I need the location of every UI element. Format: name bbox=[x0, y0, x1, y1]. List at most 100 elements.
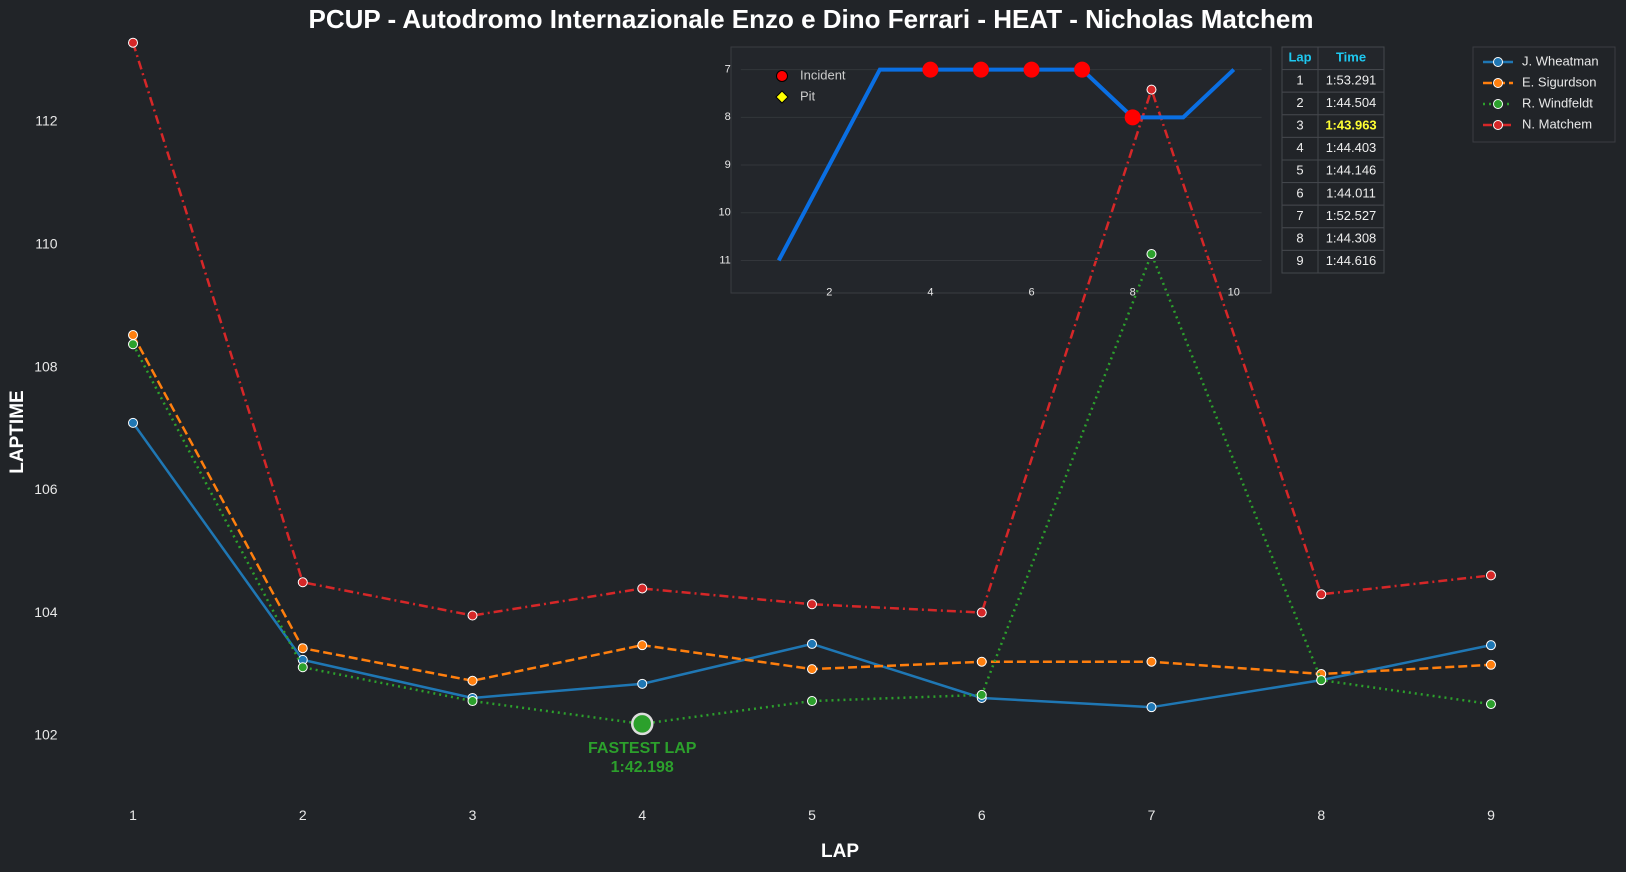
data-point bbox=[1146, 656, 1157, 667]
inset-frame bbox=[730, 46, 1272, 294]
x-tick-label: 1 bbox=[129, 807, 137, 823]
data-point bbox=[467, 696, 478, 707]
table-cell-text: 8 bbox=[1296, 231, 1303, 246]
x-tick-label: 8 bbox=[1130, 287, 1136, 299]
x-tick-label: 10 bbox=[1228, 287, 1240, 299]
data-point bbox=[806, 599, 817, 610]
data-point bbox=[1146, 702, 1157, 713]
data-point bbox=[1146, 84, 1157, 95]
table-cell-text: 6 bbox=[1296, 185, 1303, 200]
table-cell-text: 2 bbox=[1296, 95, 1303, 110]
data-point bbox=[637, 678, 648, 689]
data-point bbox=[806, 696, 817, 707]
legend-label: Incident bbox=[800, 67, 846, 82]
x-tick-label: 2 bbox=[299, 807, 307, 823]
incident-marker bbox=[1124, 109, 1141, 126]
table-cell-text: 1:43.963 bbox=[1325, 118, 1376, 133]
data-point bbox=[976, 656, 987, 667]
legend-marker bbox=[1493, 120, 1503, 130]
data-point bbox=[637, 640, 648, 651]
x-tick-label: 5 bbox=[808, 807, 816, 823]
table-cell-text: 3 bbox=[1296, 118, 1303, 133]
table-header: Lap bbox=[1288, 50, 1311, 65]
table-cell-text: 1:44.504 bbox=[1326, 95, 1377, 110]
data-point bbox=[1485, 640, 1496, 651]
table-cell-text: 1:52.527 bbox=[1326, 208, 1377, 223]
data-point bbox=[806, 638, 817, 649]
table-cell bbox=[1317, 249, 1385, 274]
series-line bbox=[131, 42, 1492, 617]
data-point bbox=[976, 607, 987, 618]
legend-marker bbox=[1493, 78, 1503, 88]
x-tick-label: 4 bbox=[638, 807, 646, 823]
y-tick-label: 106 bbox=[34, 481, 58, 497]
data-point bbox=[297, 577, 308, 588]
legend-label: R. Windfeldt bbox=[1522, 95, 1593, 110]
x-tick-label: 2 bbox=[826, 287, 832, 299]
table-cell-text: 9 bbox=[1296, 253, 1303, 268]
x-tick-label: 8 bbox=[1317, 807, 1325, 823]
incident-marker bbox=[1023, 61, 1040, 78]
y-tick-label: 104 bbox=[34, 604, 58, 620]
series-line bbox=[776, 67, 1236, 262]
y-tick-label: 110 bbox=[35, 235, 58, 251]
data-point bbox=[128, 417, 139, 428]
x-axis-label: LAP bbox=[821, 841, 859, 862]
legend-marker bbox=[775, 90, 789, 104]
y-tick-label: 112 bbox=[35, 113, 58, 129]
data-point bbox=[467, 610, 478, 621]
legend-label: E. Sigurdson bbox=[1522, 74, 1596, 89]
table-cell-text: 1 bbox=[1296, 72, 1303, 87]
data-point bbox=[1485, 659, 1496, 670]
legend-marker bbox=[1493, 57, 1503, 67]
y-tick-label: 7 bbox=[725, 64, 731, 76]
data-point bbox=[128, 37, 139, 48]
data-point bbox=[467, 675, 478, 686]
fastest-lap-marker bbox=[630, 712, 654, 736]
y-tick-label: 102 bbox=[34, 727, 58, 743]
x-tick-label: 3 bbox=[469, 807, 477, 823]
x-tick-label: 9 bbox=[1487, 807, 1495, 823]
incident-marker bbox=[972, 61, 989, 78]
y-tick-label: 10 bbox=[719, 207, 731, 219]
data-point bbox=[1485, 699, 1496, 710]
incident-marker bbox=[922, 61, 939, 78]
data-point bbox=[128, 330, 139, 341]
x-tick-label: 4 bbox=[927, 287, 933, 299]
table-cell-text: 1:44.403 bbox=[1326, 140, 1377, 155]
table-cell-text: 4 bbox=[1296, 140, 1303, 155]
data-point bbox=[1316, 589, 1327, 600]
data-point bbox=[1485, 570, 1496, 581]
y-tick-label: 9 bbox=[725, 159, 731, 171]
data-point bbox=[806, 664, 817, 675]
legend-label: Pit bbox=[800, 88, 816, 103]
table-cell-text: 1:44.011 bbox=[1326, 185, 1376, 200]
data-point bbox=[1316, 675, 1327, 686]
y-tick-label: 11 bbox=[719, 254, 730, 266]
data-point bbox=[297, 643, 308, 654]
data-point bbox=[1146, 248, 1157, 259]
chart-title: PCUP - Autodromo Internazionale Enzo e D… bbox=[309, 4, 1314, 34]
annotation: 1:42.198 bbox=[611, 759, 674, 776]
table-cell-text: 1:44.616 bbox=[1326, 253, 1377, 268]
table-header: Time bbox=[1336, 50, 1366, 65]
data-point bbox=[976, 689, 987, 700]
legend-label: J. Wheatman bbox=[1522, 53, 1599, 68]
table-cell-text: 1:44.308 bbox=[1326, 231, 1377, 246]
data-point bbox=[637, 583, 648, 594]
y-tick-label: 108 bbox=[34, 358, 58, 374]
legend-marker bbox=[1493, 99, 1503, 109]
table-cell-text: 1:44.146 bbox=[1326, 163, 1377, 178]
table-cell-text: 1:53.291 bbox=[1326, 72, 1377, 87]
legend-label: N. Matchem bbox=[1522, 116, 1592, 131]
incident-marker bbox=[1074, 61, 1091, 78]
legend-marker bbox=[776, 70, 788, 82]
table-cell-text: 5 bbox=[1296, 163, 1303, 178]
x-tick-label: 6 bbox=[1028, 287, 1034, 299]
x-tick-label: 6 bbox=[978, 807, 986, 823]
y-tick-label: 8 bbox=[725, 111, 731, 123]
y-axis-label: LAPTIME bbox=[7, 390, 28, 473]
annotation: FASTEST LAP bbox=[588, 740, 697, 757]
